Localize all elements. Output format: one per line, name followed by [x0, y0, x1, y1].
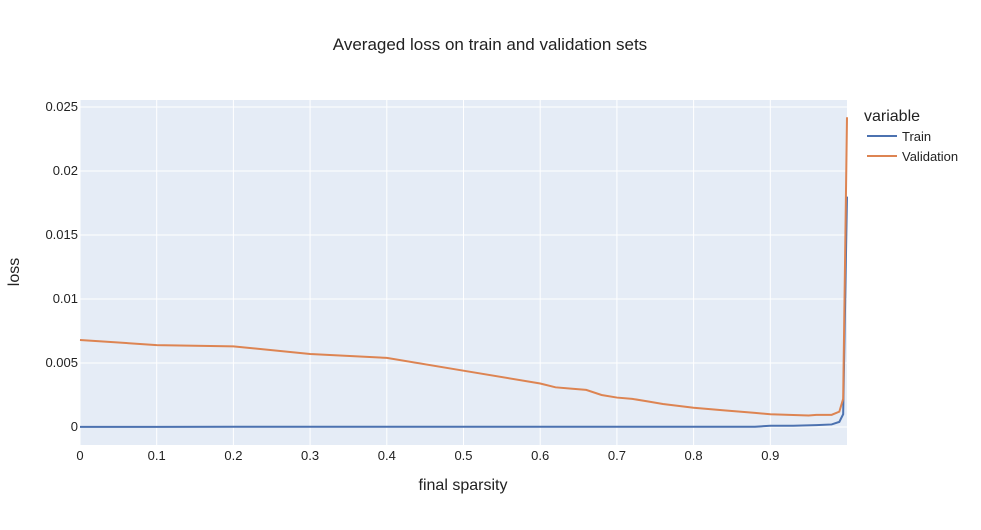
legend-item-label[interactable]: Validation [902, 149, 958, 164]
y-tick-label: 0.02 [53, 163, 78, 178]
legend: variable Train Validation [864, 108, 958, 164]
x-tick-label: 0.2 [224, 448, 242, 463]
y-tick-label: 0.025 [45, 99, 78, 114]
chart-title: Averaged loss on train and validation se… [333, 35, 647, 54]
y-tick-label: 0.01 [53, 291, 78, 306]
x-axis-label: final sparsity [419, 477, 508, 494]
x-tick-label: 0.7 [608, 448, 626, 463]
x-tick-label: 0.6 [531, 448, 549, 463]
legend-item-label[interactable]: Train [902, 129, 931, 144]
x-tick-label: 0.4 [378, 448, 396, 463]
y-axis-label: loss [6, 258, 23, 286]
series-line-validation [79, 117, 848, 417]
series-line-train [80, 196, 848, 428]
y-tick-label: 0 [71, 419, 78, 434]
x-tick-label: 0.1 [148, 448, 166, 463]
x-tick-label: 0.3 [301, 448, 319, 463]
x-tick-label: 0 [76, 448, 83, 463]
y-tick-label: 0.005 [45, 355, 78, 370]
legend-title: variable [864, 108, 920, 125]
y-tick-label: 0.015 [45, 227, 78, 242]
x-tick-label: 0.8 [685, 448, 703, 463]
x-tick-label: 0.5 [454, 448, 472, 463]
x-tick-label: 0.9 [761, 448, 779, 463]
